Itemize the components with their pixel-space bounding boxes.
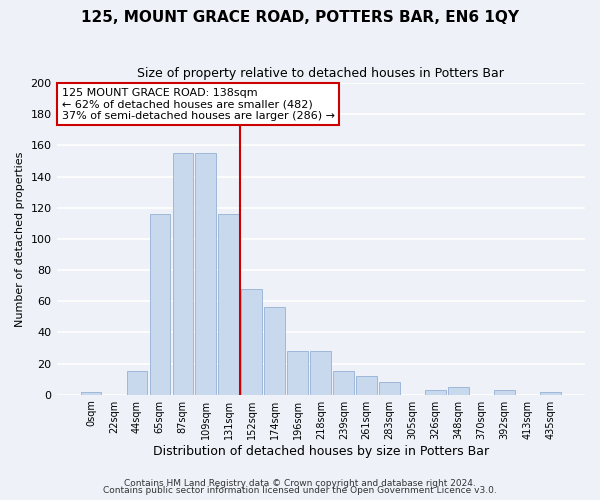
Bar <box>448 387 469 394</box>
Bar <box>494 390 515 394</box>
Y-axis label: Number of detached properties: Number of detached properties <box>15 151 25 326</box>
Bar <box>287 351 308 395</box>
Bar <box>127 372 147 394</box>
Bar <box>310 351 331 395</box>
Bar <box>379 382 400 394</box>
X-axis label: Distribution of detached houses by size in Potters Bar: Distribution of detached houses by size … <box>153 444 489 458</box>
Bar <box>149 214 170 394</box>
Bar <box>425 390 446 394</box>
Bar <box>196 153 216 394</box>
Text: Contains HM Land Registry data © Crown copyright and database right 2024.: Contains HM Land Registry data © Crown c… <box>124 478 476 488</box>
Text: 125, MOUNT GRACE ROAD, POTTERS BAR, EN6 1QY: 125, MOUNT GRACE ROAD, POTTERS BAR, EN6 … <box>81 10 519 25</box>
Text: Contains public sector information licensed under the Open Government Licence v3: Contains public sector information licen… <box>103 486 497 495</box>
Bar <box>356 376 377 394</box>
Bar <box>241 288 262 395</box>
Bar <box>173 153 193 394</box>
Bar <box>540 392 561 394</box>
Bar <box>265 308 285 394</box>
Text: 125 MOUNT GRACE ROAD: 138sqm
← 62% of detached houses are smaller (482)
37% of s: 125 MOUNT GRACE ROAD: 138sqm ← 62% of de… <box>62 88 335 121</box>
Bar <box>218 214 239 394</box>
Bar <box>80 392 101 394</box>
Bar <box>334 372 354 394</box>
Title: Size of property relative to detached houses in Potters Bar: Size of property relative to detached ho… <box>137 68 504 80</box>
